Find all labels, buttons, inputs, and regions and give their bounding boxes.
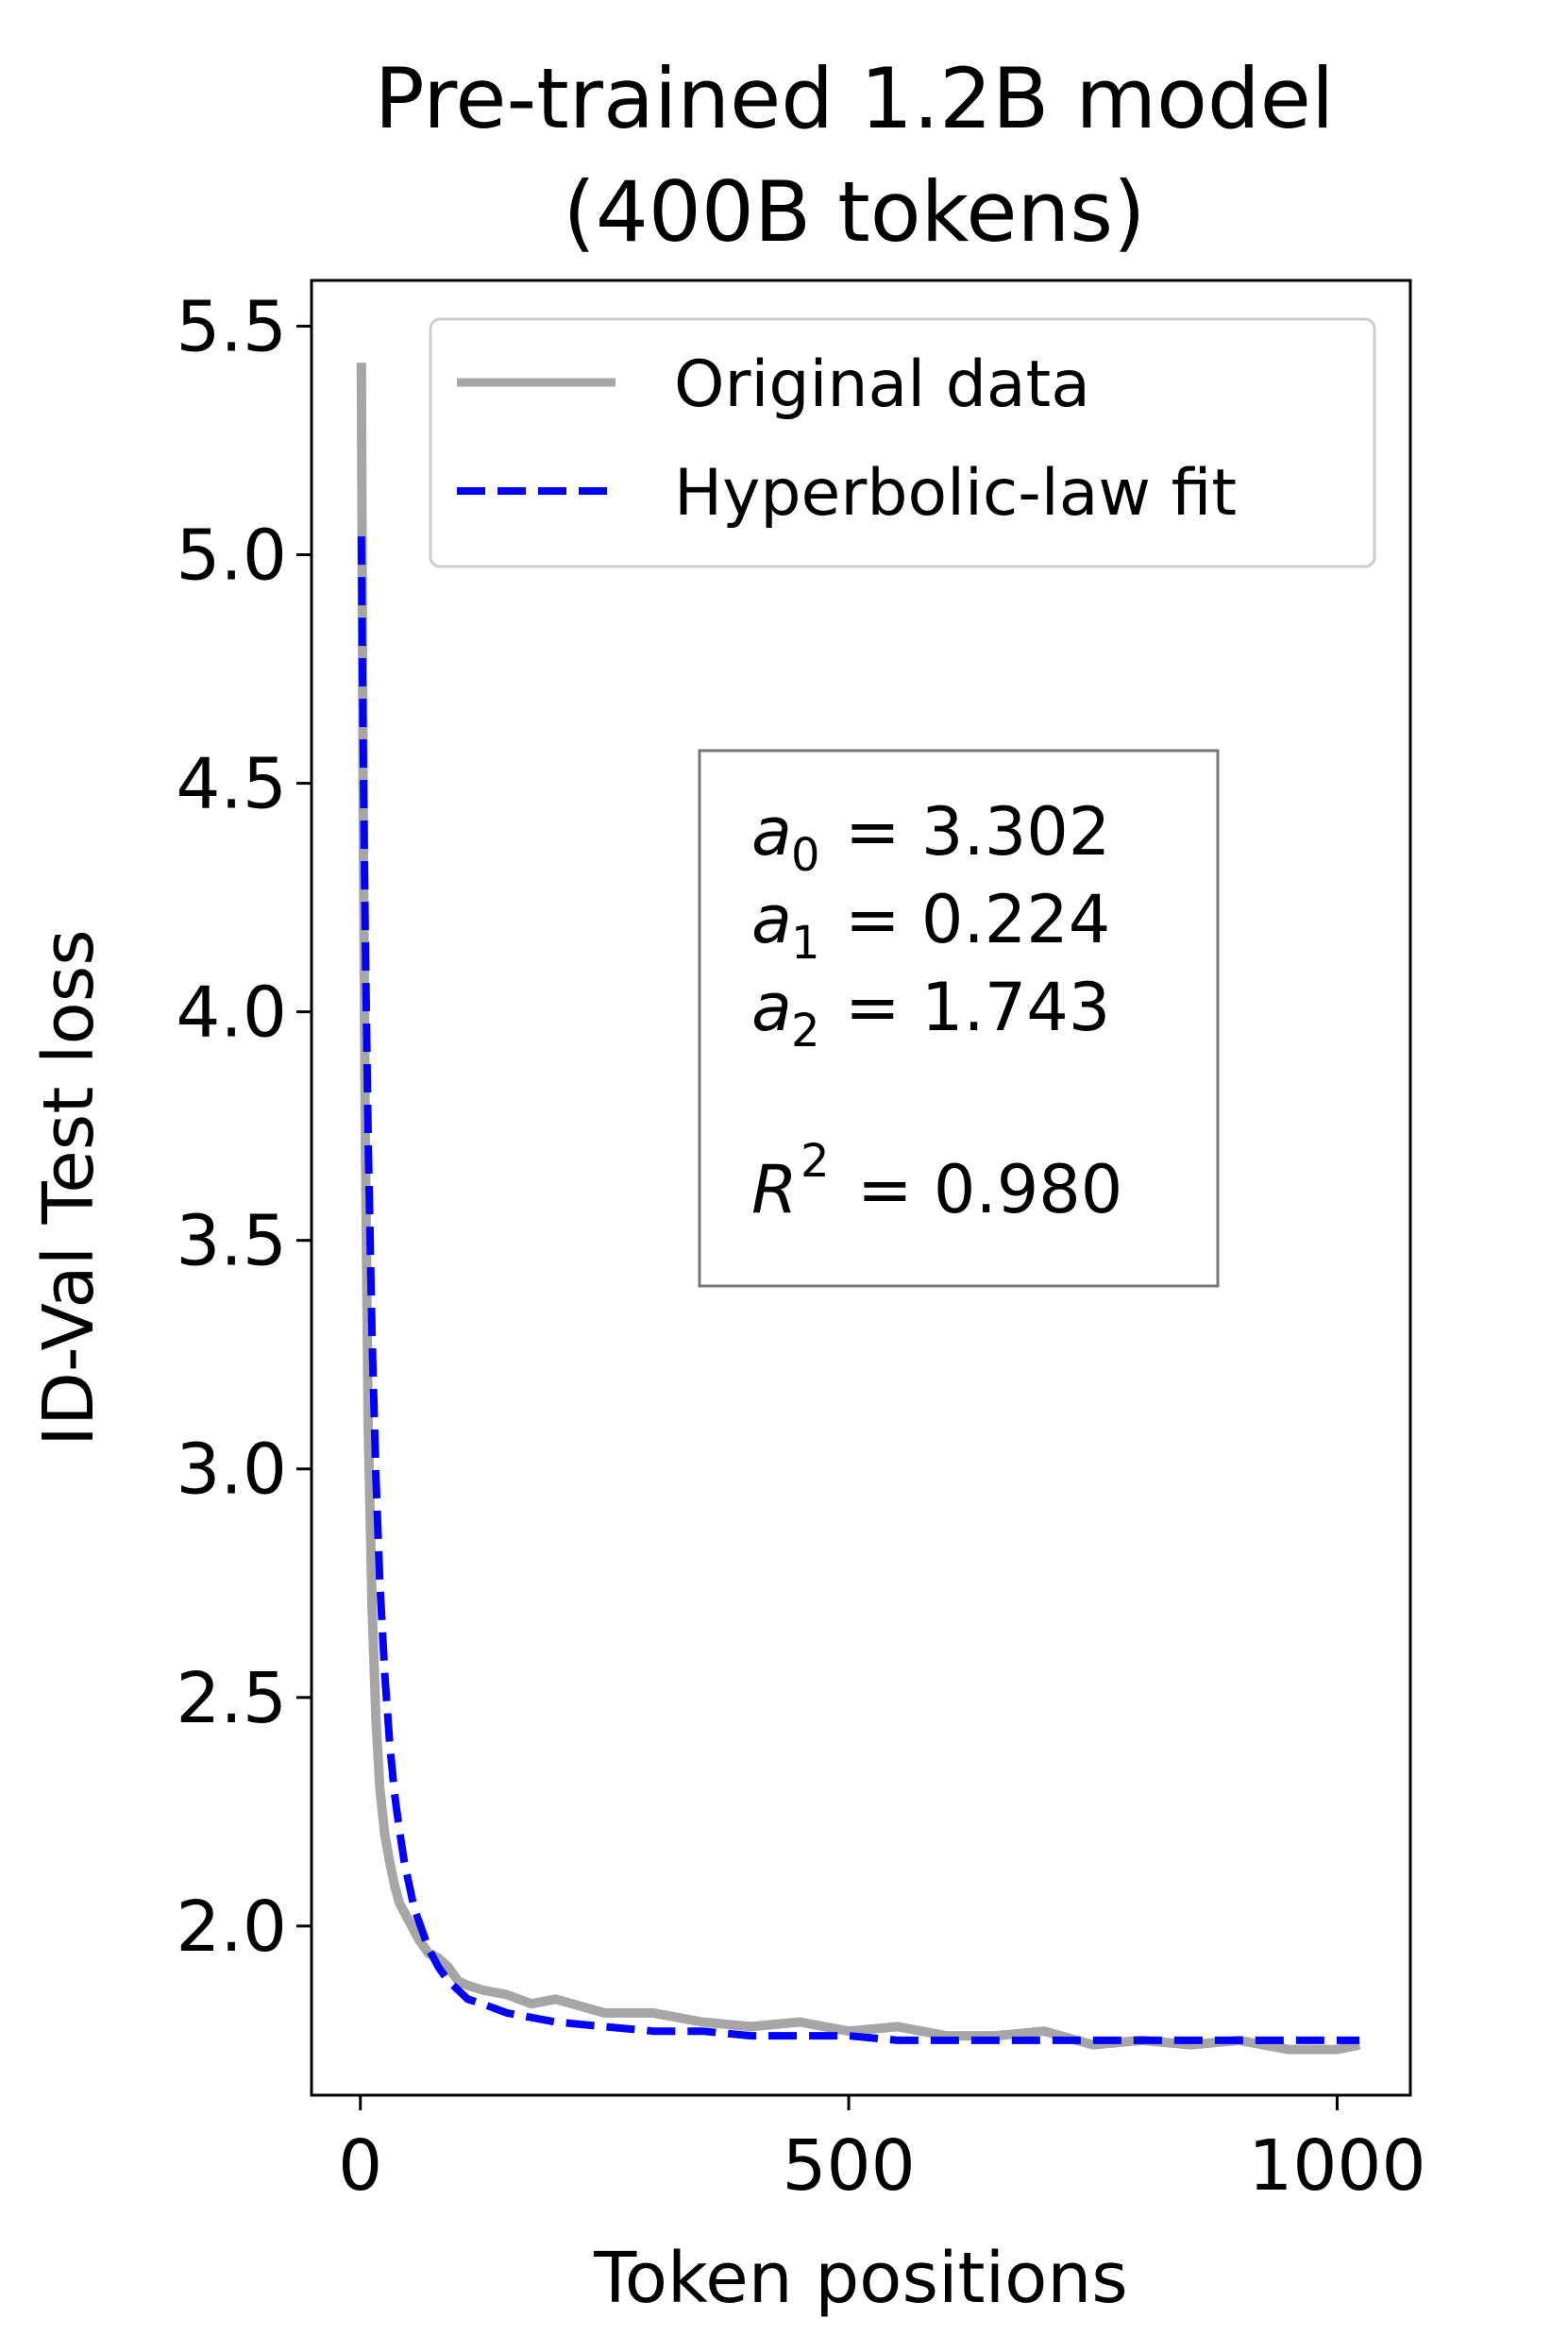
x-tick-label: 500 [782, 2125, 915, 2207]
legend: Original data Hyperbolic-law fit [429, 317, 1376, 568]
y-tick-label: 2.5 [176, 1658, 287, 1739]
fit-parameters-frame [698, 749, 1220, 1288]
x-axis-label: Token positions [593, 2238, 1128, 2319]
tick-layer: 0 500 1000 2.0 2.5 3.0 3.5 4.0 4.5 5.0 5.5 [176, 286, 1425, 2207]
param-a1: a 1 = 0.224 [751, 881, 1110, 970]
legend-label-original-data: Original data [674, 347, 1090, 422]
param-a1-symbol: a [751, 881, 792, 958]
legend-frame [429, 317, 1376, 568]
y-tick-label: 4.5 [176, 744, 287, 825]
param-a2: a 2 = 1.743 [751, 969, 1110, 1058]
param-r2-value: = 0.980 [857, 1151, 1122, 1228]
series-line-original-data [356, 363, 1361, 2055]
param-r2-superscript: 2 [801, 1135, 830, 1188]
series-line-hyperbolic-fit [357, 536, 1360, 2044]
plot-frame [310, 279, 1412, 2097]
y-tick-label: 4.0 [176, 973, 287, 1054]
param-a0-symbol: a [751, 793, 792, 871]
y-tick-label: 3.0 [176, 1430, 287, 1511]
param-r2: R 2 = 0.980 [751, 1135, 1122, 1228]
chart-title-line2: (400B tokens) [564, 163, 1146, 261]
param-a1-value: = 0.224 [845, 881, 1110, 958]
y-tick-label: 5.5 [176, 286, 287, 367]
param-a0: a 0 = 3.302 [751, 793, 1110, 882]
param-a0-subscript: 0 [791, 829, 820, 882]
y-tick-label: 3.5 [176, 1201, 287, 1282]
param-a0-value: = 3.302 [845, 793, 1110, 871]
param-a1-subscript: 1 [791, 917, 820, 970]
y-tick-label: 2.0 [176, 1887, 287, 1968]
param-a2-symbol: a [751, 969, 792, 1046]
param-a2-subscript: 2 [791, 1005, 820, 1058]
x-tick-label: 0 [338, 2125, 382, 2207]
data-layer [356, 363, 1361, 2055]
y-axis-label: ID-Val Test loss [28, 929, 110, 1447]
x-tick-label: 1000 [1248, 2125, 1425, 2207]
y-tick-label: 5.0 [176, 515, 287, 596]
param-r2-symbol: R [751, 1151, 798, 1228]
chart-title-line1: Pre-trained 1.2B model [375, 50, 1335, 147]
fit-parameters-box: a 0 = 3.302 a 1 = 0.224 a 2 = 1.743 R 2 … [698, 749, 1220, 1288]
legend-label-hyperbolic-fit: Hyperbolic-law fit [674, 456, 1237, 531]
param-a2-value: = 1.743 [845, 969, 1110, 1046]
